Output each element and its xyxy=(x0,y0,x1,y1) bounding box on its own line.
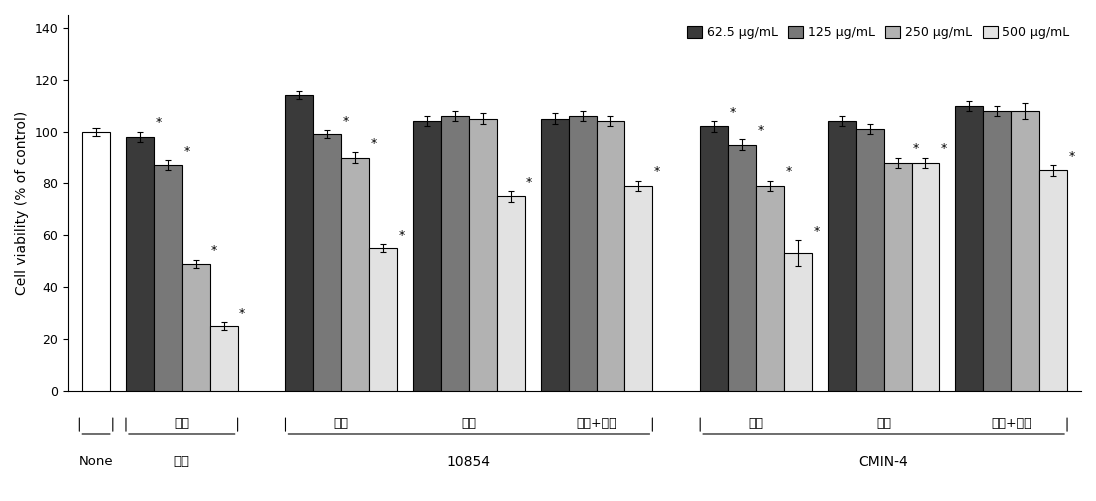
Bar xyxy=(856,129,883,391)
Bar xyxy=(912,163,939,391)
Bar xyxy=(756,186,784,391)
Bar xyxy=(700,126,728,391)
Bar xyxy=(82,132,110,391)
Bar xyxy=(496,196,525,391)
Bar xyxy=(1012,111,1039,391)
Text: *: * xyxy=(183,144,190,157)
Bar xyxy=(728,145,756,391)
Bar xyxy=(625,186,652,391)
Text: *: * xyxy=(653,165,660,178)
Text: None: None xyxy=(79,455,113,467)
Bar xyxy=(441,116,469,391)
Text: *: * xyxy=(239,307,246,320)
Bar xyxy=(1039,170,1068,391)
Text: 백국+효소: 백국+효소 xyxy=(576,417,617,430)
Text: *: * xyxy=(526,176,533,189)
Text: 효소: 효소 xyxy=(461,417,477,430)
Bar xyxy=(182,264,209,391)
Text: *: * xyxy=(913,142,920,155)
Text: *: * xyxy=(1069,150,1075,163)
Text: *: * xyxy=(156,116,161,129)
Bar xyxy=(341,157,369,391)
Text: *: * xyxy=(786,165,791,178)
Bar xyxy=(369,248,397,391)
Bar xyxy=(413,121,441,391)
Text: CMIN-4: CMIN-4 xyxy=(859,455,909,468)
Text: *: * xyxy=(370,137,377,150)
Y-axis label: Cell viability (% of control): Cell viability (% of control) xyxy=(15,111,28,295)
Text: 10854: 10854 xyxy=(447,455,491,468)
Text: *: * xyxy=(343,115,349,128)
Text: 생강: 생강 xyxy=(334,417,349,430)
Bar xyxy=(209,326,238,391)
Bar xyxy=(313,134,341,391)
Text: *: * xyxy=(940,142,947,155)
Bar xyxy=(883,163,912,391)
Bar xyxy=(569,116,596,391)
Text: *: * xyxy=(757,124,764,137)
Bar xyxy=(956,106,983,391)
Text: 생강: 생강 xyxy=(174,417,190,430)
Legend: 62.5 μg/mL, 125 μg/mL, 250 μg/mL, 500 μg/mL: 62.5 μg/mL, 125 μg/mL, 250 μg/mL, 500 μg… xyxy=(683,21,1075,44)
Bar xyxy=(596,121,625,391)
Bar xyxy=(827,121,856,391)
Bar xyxy=(126,137,153,391)
Bar xyxy=(540,119,569,391)
Bar xyxy=(469,119,496,391)
Bar xyxy=(983,111,1012,391)
Bar xyxy=(153,165,182,391)
Text: 효소: 효소 xyxy=(876,417,891,430)
Bar xyxy=(784,254,812,391)
Text: *: * xyxy=(212,244,217,258)
Text: 백국+효소: 백국+효소 xyxy=(991,417,1031,430)
Text: *: * xyxy=(730,106,735,119)
Text: *: * xyxy=(399,229,404,242)
Text: 생강: 생강 xyxy=(749,417,764,430)
Text: *: * xyxy=(813,225,820,238)
Bar xyxy=(285,95,313,391)
Text: 생강: 생강 xyxy=(174,455,190,467)
